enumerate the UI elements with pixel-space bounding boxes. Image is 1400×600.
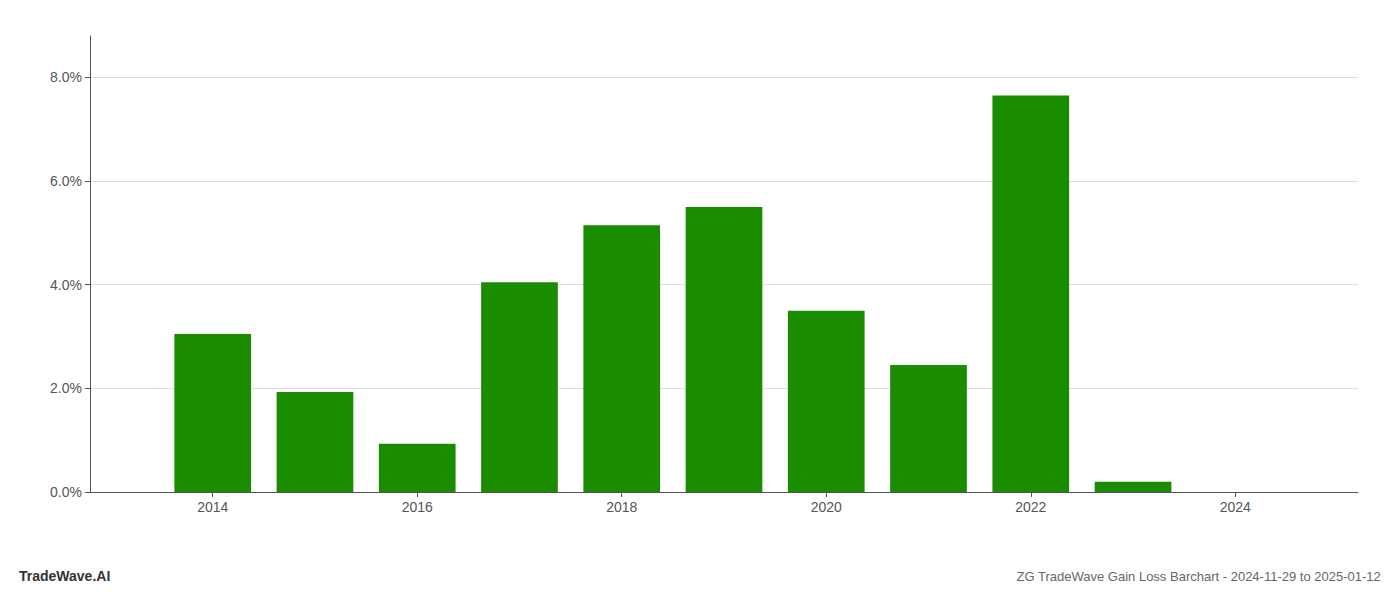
svg-text:2024: 2024 <box>1220 499 1251 515</box>
svg-text:4.0%: 4.0% <box>50 277 82 293</box>
svg-text:2016: 2016 <box>402 499 433 515</box>
svg-text:2022: 2022 <box>1015 499 1046 515</box>
svg-text:0.0%: 0.0% <box>50 484 82 500</box>
svg-text:TradeWave.AI: TradeWave.AI <box>19 568 110 584</box>
svg-text:6.0%: 6.0% <box>50 173 82 189</box>
svg-text:2014: 2014 <box>197 499 228 515</box>
svg-text:2018: 2018 <box>606 499 637 515</box>
svg-text:ZG TradeWave Gain Loss Barchar: ZG TradeWave Gain Loss Barchart - 2024-1… <box>1017 569 1381 584</box>
svg-text:2.0%: 2.0% <box>50 380 82 396</box>
svg-text:8.0%: 8.0% <box>50 69 82 85</box>
svg-text:2020: 2020 <box>811 499 842 515</box>
